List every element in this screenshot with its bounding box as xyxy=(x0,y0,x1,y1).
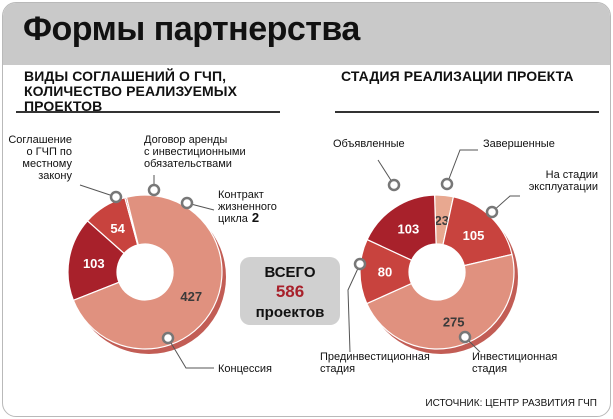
callout-dot xyxy=(458,330,472,344)
category-label: Концессия xyxy=(218,363,272,375)
category-label: Контракт жизненного цикла 2 xyxy=(218,189,277,225)
callout-line xyxy=(446,149,478,185)
left-divider xyxy=(16,111,280,113)
category-label: Договор аренды с инвестиционными обязатель… xyxy=(144,134,246,170)
right-chart-subtitle: Стадия реализации проекта xyxy=(341,68,574,84)
callout-dot xyxy=(387,178,401,192)
slice-value: 105 xyxy=(463,228,485,243)
category-label: На стадии эксплуатации xyxy=(529,169,598,193)
category-label: Инвестиционная стадия xyxy=(472,351,557,375)
callout-dot xyxy=(147,183,161,197)
slice-value: 103 xyxy=(397,222,419,237)
total-box xyxy=(240,257,340,325)
callout-dot xyxy=(485,205,499,219)
slice-value: 23 xyxy=(435,213,449,228)
total-number: 586 xyxy=(276,282,304,301)
callout-line xyxy=(491,195,520,213)
left-donut-chart: 103 54 427 Соглашение о ГЧП по местному закону… xyxy=(8,134,277,375)
callout-dot xyxy=(161,331,175,345)
slice-value: 427 xyxy=(180,289,202,304)
category-label: Прединвестиционная стадия xyxy=(320,351,430,375)
right-donut-chart: 23 105 275 80 103 Завершенные На стадии эксплуа… xyxy=(320,138,598,375)
slice-value: 80 xyxy=(378,265,392,280)
total-line1: ВСЕГО xyxy=(264,264,315,281)
callout-line xyxy=(79,184,117,198)
donut-hole xyxy=(409,244,465,300)
category-label: Завершенные xyxy=(483,138,555,150)
callout-dot xyxy=(440,177,454,191)
title-bar: Формы партнерства xyxy=(3,3,610,65)
callout-dot xyxy=(109,190,123,204)
right-divider xyxy=(335,111,599,113)
callout-dot xyxy=(180,196,194,210)
category-label: Соглашение о ГЧП по местному закону xyxy=(8,134,72,182)
left-chart-subtitle: Виды соглашений о ГЧП, количество реализ… xyxy=(24,68,238,114)
category-label: Объявленные xyxy=(333,138,405,150)
donut-hole xyxy=(117,244,173,300)
total-badge: ВСЕГО 586 проектов xyxy=(240,257,340,325)
callout-dot xyxy=(353,257,367,271)
callout-line xyxy=(347,263,361,353)
slice-value: 54 xyxy=(110,221,125,236)
callout-line xyxy=(167,337,214,369)
slice-value: 275 xyxy=(443,314,465,329)
total-line2: проектов xyxy=(256,304,325,321)
source-note: Источник: Центр развития ГЧП xyxy=(425,398,597,409)
page-title: Формы партнерства xyxy=(23,10,360,48)
slice-value: 103 xyxy=(83,256,105,271)
